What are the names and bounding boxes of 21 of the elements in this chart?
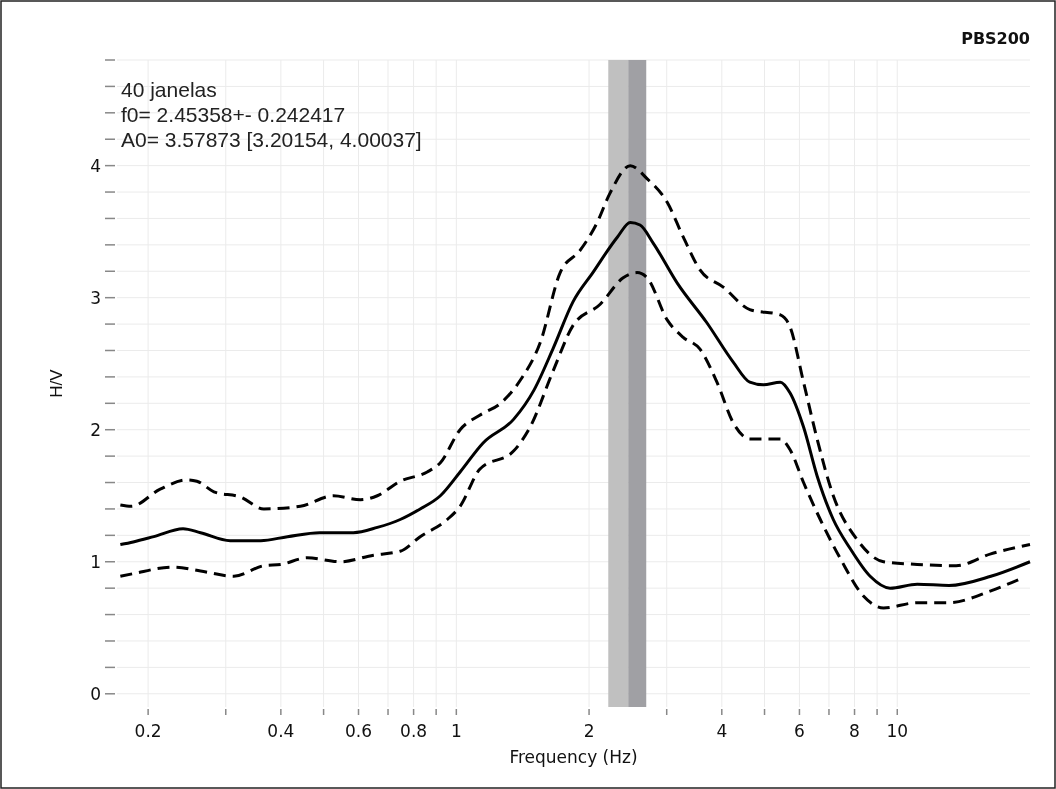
x-tick-label: 6 xyxy=(794,721,805,741)
y-tick-label: 0 xyxy=(90,683,101,704)
annotation: 40 janelas xyxy=(121,78,217,101)
x-tick-label: 4 xyxy=(716,721,728,741)
x-tick-label: 2 xyxy=(583,721,595,741)
annotation: f0= 2.45358+- 0.242417 xyxy=(121,103,346,126)
y-tick-label: 3 xyxy=(90,287,101,308)
chart-title: PBS200 xyxy=(961,29,1030,48)
x-axis-title: Frequency (Hz) xyxy=(509,747,638,767)
x-tick-label: 0.6 xyxy=(344,721,373,741)
x-tick-label: 1 xyxy=(450,721,462,741)
x-tick-label: 10 xyxy=(886,721,909,741)
y-tick-label: 2 xyxy=(90,419,101,440)
x-tick-label: 0.2 xyxy=(134,721,162,741)
x-tick-label: 0.4 xyxy=(267,721,295,741)
y-axis-title: H/V xyxy=(47,368,66,398)
x-tick-label: 0.8 xyxy=(400,721,428,741)
y-tick-label: 4 xyxy=(90,155,101,176)
y-tick-label: 1 xyxy=(90,551,101,572)
annotation: A0= 3.57873 [3.20154, 4.00037] xyxy=(121,128,422,151)
x-tick-label: 8 xyxy=(849,721,860,741)
